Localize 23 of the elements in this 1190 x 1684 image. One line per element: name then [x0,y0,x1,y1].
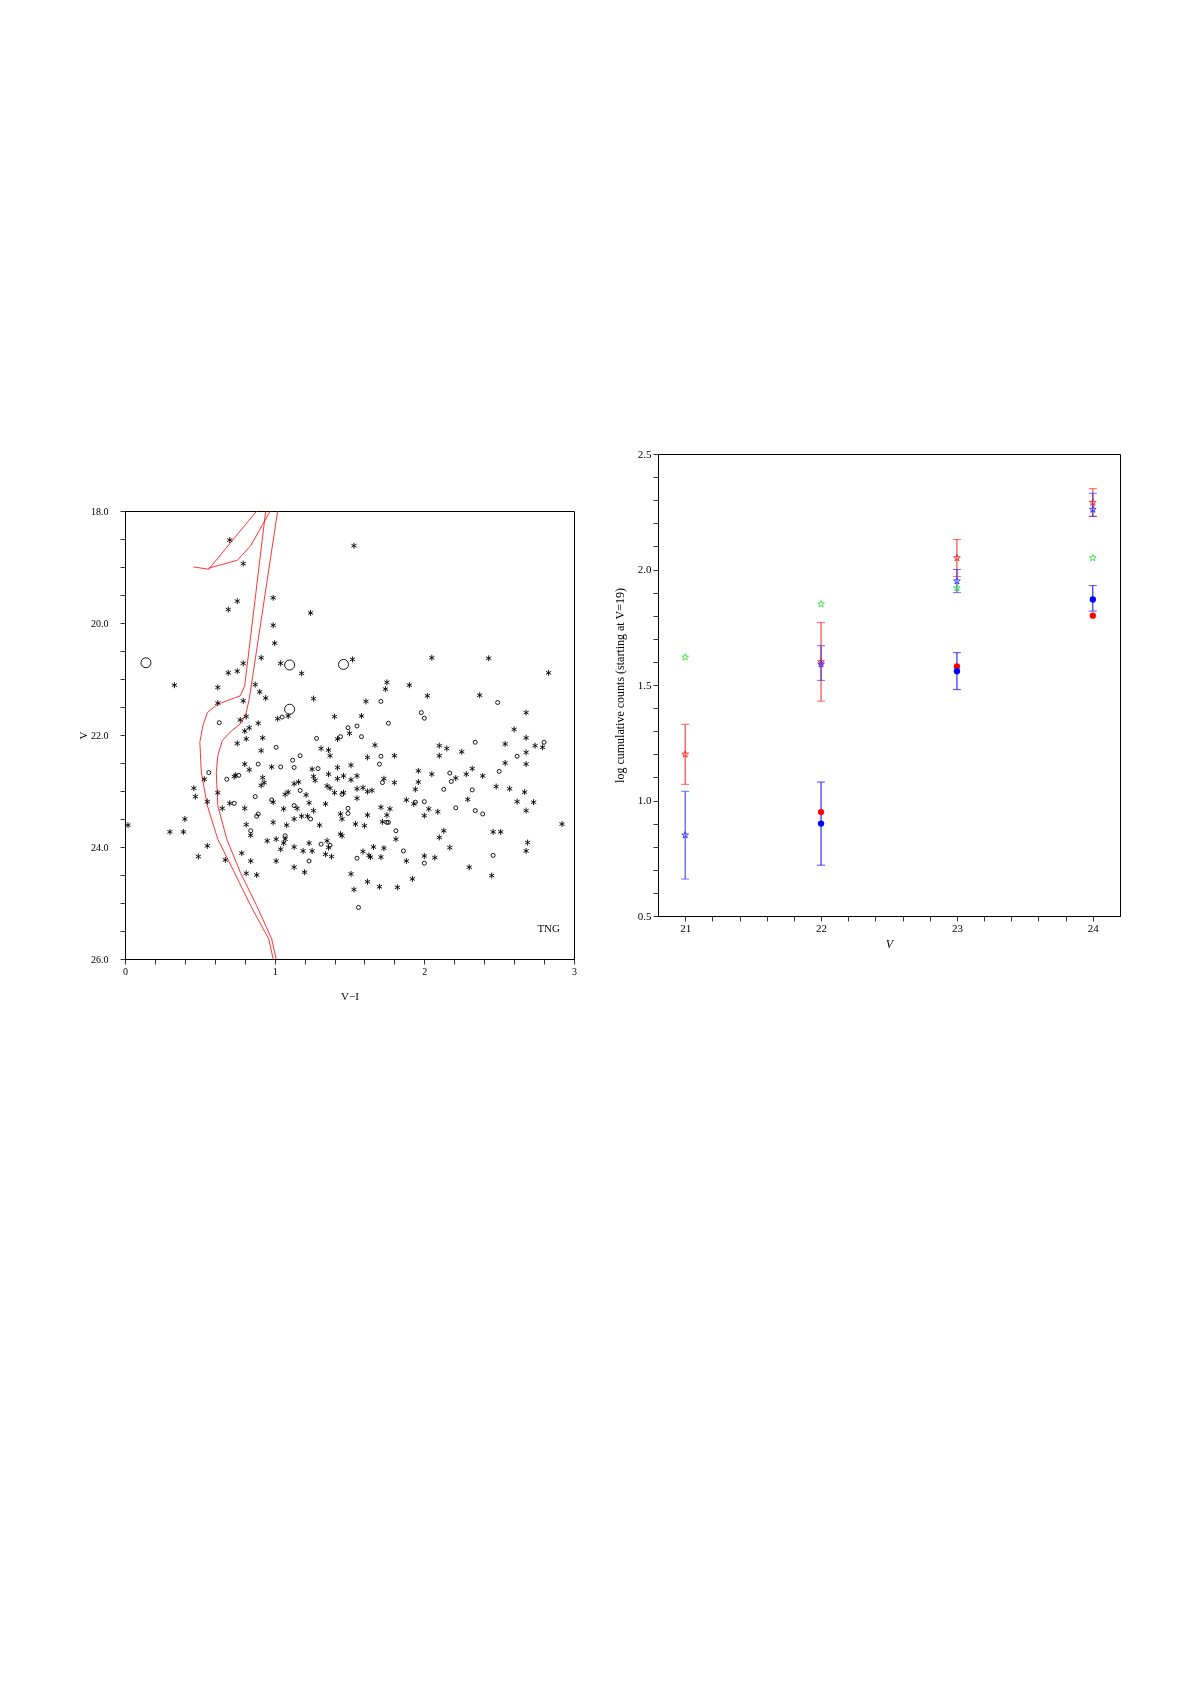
x-tick-label: 24 [1087,921,1100,934]
x-tick-label: 0 [123,965,128,977]
y-tick-label: 2.0 [637,563,652,575]
y-axis-title: V [77,731,89,740]
y-tick-label: 2.5 [637,447,652,460]
x-tick-label: 2 [422,965,428,977]
y-tick-label: 24.0 [91,841,109,853]
y-tick-label: 18.0 [91,505,109,517]
x-tick-label: 23 [951,921,964,934]
y-tick-label: 20.0 [91,617,109,629]
y-tick-label: 26.0 [91,953,109,965]
y-tick-label: 22.0 [91,729,109,741]
x-tick-label: 3 [572,965,577,977]
y-axis-title: log cumulative counts (starting at V=19) [612,588,627,783]
annotation: TNG [537,922,561,934]
x-axis-title: V [885,936,895,951]
x-tick-label: 1 [272,965,278,977]
x-tick-label: 21 [680,921,692,934]
y-tick-label: 0.5 [637,909,652,922]
x-axis-title: V−I [341,989,360,1002]
y-tick-label: 1.0 [637,794,652,806]
x-tick-label: 22 [816,921,828,934]
y-tick-label: 1.5 [637,678,652,691]
